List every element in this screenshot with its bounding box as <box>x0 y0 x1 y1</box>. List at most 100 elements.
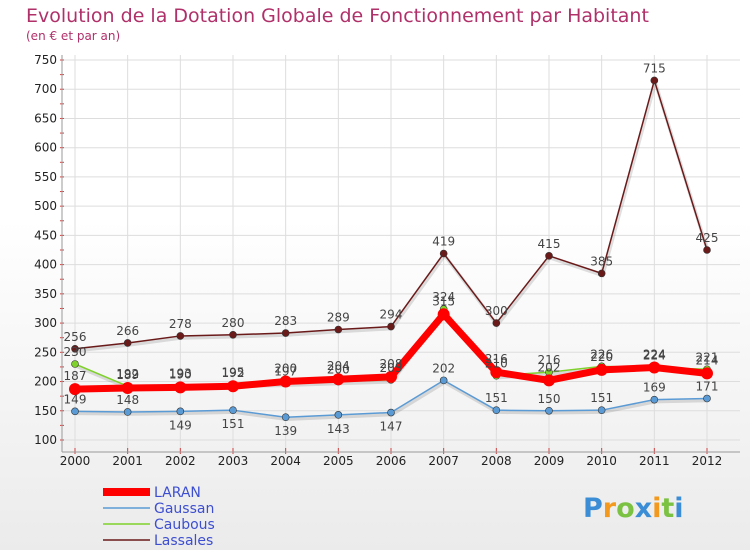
data-label-laran: 204 <box>327 359 350 373</box>
grid <box>62 55 740 452</box>
data-point-gaussan <box>703 394 711 403</box>
series-lines <box>69 76 713 422</box>
data-point-lassales <box>703 246 711 254</box>
data-point-gaussan <box>650 395 659 404</box>
data-point-laran <box>595 363 608 376</box>
data-label-lassales: 415 <box>538 237 561 251</box>
data-labels: 256 266 278 280 283 289 294 419 300 415 385 715 425 1… <box>64 61 719 438</box>
data-point-lassales <box>229 330 237 339</box>
y-tick-label: 200 <box>34 375 57 389</box>
data-label-lassales: 289 <box>327 311 350 325</box>
data-label-gaussan: 169 <box>643 381 666 395</box>
data-label-caubous: 226 <box>590 347 613 361</box>
y-tick-label: 700 <box>34 82 57 96</box>
data-point-laran <box>279 375 292 388</box>
data-point-gaussan <box>281 413 290 422</box>
data-point-lassales <box>492 319 501 327</box>
data-point-gaussan <box>439 376 448 385</box>
data-point-laran <box>385 370 397 383</box>
data-label-lassales: 385 <box>590 254 613 268</box>
data-label-caubous: 224 <box>643 349 666 363</box>
legend-label-caubous: Caubous <box>154 517 215 533</box>
data-label-laran: 190 <box>169 367 192 381</box>
data-point-laran <box>701 367 713 380</box>
legend-label-gaussan: Gaussan <box>154 501 214 517</box>
data-point-lassales <box>334 325 343 334</box>
data-label-caubous: 216 <box>538 353 561 367</box>
data-label-gaussan: 150 <box>538 392 561 406</box>
y-tick-label: 150 <box>34 404 57 418</box>
data-label-caubous: 197 <box>274 364 297 378</box>
data-label-gaussan: 143 <box>327 422 350 436</box>
legend-label-lassales: Lassales <box>154 533 213 549</box>
data-point-laran <box>490 366 503 379</box>
data-label-caubous: 203 <box>380 361 403 375</box>
data-label-lassales: 256 <box>64 330 87 344</box>
data-label-laran: 208 <box>380 357 403 371</box>
data-label-gaussan: 202 <box>432 361 455 375</box>
x-tick-label: 2004 <box>270 454 301 468</box>
data-point-lassales <box>281 329 290 337</box>
x-tick-label: 2005 <box>323 454 354 468</box>
data-label-laran: 202 <box>538 360 561 374</box>
y-tick-label: 400 <box>34 258 57 272</box>
data-point-gaussan <box>71 407 79 416</box>
data-label-lassales: 294 <box>380 308 403 322</box>
data-label-laran: 189 <box>116 368 139 382</box>
data-point-gaussan <box>545 406 553 415</box>
data-label-laran: 315 <box>432 294 455 308</box>
data-label-caubous: 230 <box>64 345 87 359</box>
data-point-gaussan <box>123 408 132 416</box>
data-point-lassales <box>439 249 448 258</box>
data-label-lassales: 278 <box>169 317 192 331</box>
legend-label-laran: LARAN <box>154 485 201 501</box>
x-tick-label: 2010 <box>586 454 617 468</box>
y-tick-label: 600 <box>34 141 57 155</box>
y-tick-label: 550 <box>34 170 57 184</box>
data-point-lassales <box>176 332 185 340</box>
data-label-caubous: 192 <box>116 367 139 381</box>
data-point-lassales <box>123 339 132 347</box>
data-point-laran <box>437 308 450 321</box>
data-point-laran <box>69 383 81 396</box>
y-tick-label: 650 <box>34 111 57 125</box>
data-label-gaussan: 151 <box>485 391 508 405</box>
chart-title: Evolution de la Dotation Globale de Fonc… <box>26 5 649 27</box>
data-label-gaussan: 171 <box>696 379 719 393</box>
data-point-laran <box>648 361 661 374</box>
data-point-lassales <box>597 269 606 278</box>
data-point-gaussan <box>176 407 185 416</box>
data-point-laran <box>121 381 134 394</box>
axes: 100 150 200 250 300 350 400 450 500 550 600 650 700 7… <box>34 53 740 468</box>
data-label-gaussan: 139 <box>274 424 297 438</box>
data-label-lassales: 280 <box>222 316 245 330</box>
data-point-lassales <box>387 322 395 331</box>
proxiti-logo: Proxiti <box>583 493 684 524</box>
data-label-caubous: 221 <box>696 350 719 364</box>
data-label-laran: 200 <box>274 362 297 376</box>
data-label-gaussan: 149 <box>64 392 87 406</box>
data-point-lassales <box>71 344 79 353</box>
x-tick-label: 2002 <box>165 454 196 468</box>
y-tick-label: 750 <box>34 53 57 67</box>
x-tick-label: 2009 <box>534 454 565 468</box>
data-point-lassales <box>650 76 659 85</box>
data-label-caubous: 200 <box>327 363 350 377</box>
y-tick-label: 250 <box>34 345 57 359</box>
x-tick-label: 2000 <box>60 454 91 468</box>
logo-text: Proxiti <box>583 493 684 524</box>
x-tick-label: 2006 <box>376 454 407 468</box>
y-tick-label: 500 <box>34 199 57 213</box>
data-point-laran <box>543 374 555 387</box>
data-point-gaussan <box>334 411 343 419</box>
data-label-gaussan: 149 <box>169 418 192 432</box>
data-point-lassales <box>545 252 553 260</box>
data-label-caubous: 324 <box>432 290 455 304</box>
data-label-laran: 220 <box>590 350 613 364</box>
data-label-gaussan: 148 <box>116 393 139 407</box>
y-tick-label: 300 <box>34 316 57 330</box>
data-point-gaussan <box>229 406 237 414</box>
data-label-lassales: 419 <box>432 235 455 249</box>
